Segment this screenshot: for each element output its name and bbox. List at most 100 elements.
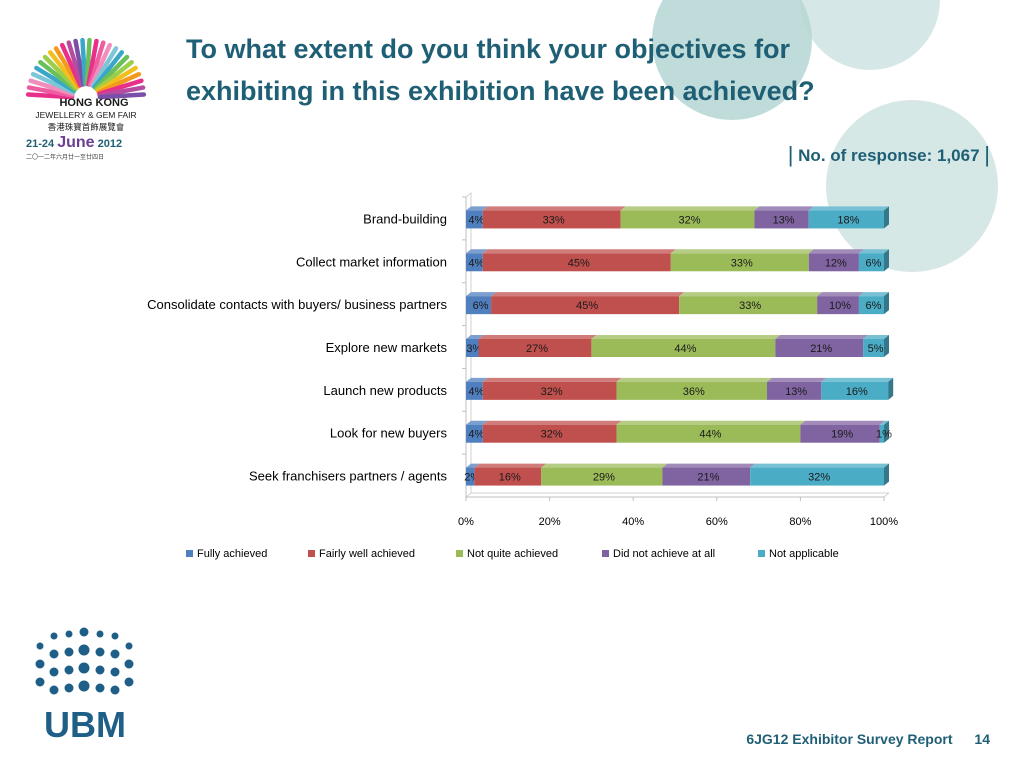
data-label: 45% [576,300,598,312]
bar-segment [662,463,756,486]
legend-swatch [456,550,463,557]
bar-side [884,335,889,357]
category-label: Look for new buyers [330,426,448,441]
data-label: 13% [785,386,807,398]
logo-date-year: 2012 [98,138,122,150]
legend-item: Fully achieved [186,548,267,560]
bar-front [863,339,884,357]
bar-segment [670,249,814,272]
bar-top [616,377,772,382]
bar-top [482,206,626,211]
bar-segment [817,292,864,315]
bar-segment [474,463,547,486]
bar-front [620,210,755,229]
fan-ray [97,78,144,97]
bar-segment [466,420,488,443]
bar-segment [879,420,889,443]
bar-segment [491,292,685,315]
bar-top [679,292,823,297]
bar-segment [466,292,497,315]
data-label: 12% [825,257,847,269]
bar-segment [620,206,760,229]
bar-segment [863,335,889,357]
bar-segment [616,420,806,443]
fan-rays-icon [25,37,147,100]
bar-front [466,296,492,315]
ubm-dot [78,662,90,674]
legend-item: Not applicable [758,548,839,560]
bar-front [858,253,884,272]
bar-front [466,381,483,400]
data-label: 44% [699,429,721,441]
bar-side [884,292,889,315]
bar-top [821,377,894,382]
fan-ray [38,59,78,92]
bar-front [817,296,859,315]
bar-top [466,463,480,468]
bar-top [879,420,889,425]
data-label: 18% [837,214,859,226]
divider-left: | [787,142,794,167]
bar-segment [766,377,827,400]
data-label: 19% [831,429,853,441]
ubm-dot [111,632,119,640]
legend-swatch [602,550,609,557]
bar-top [466,420,488,425]
bar-segment [858,249,889,272]
ubm-logo: UBM [35,627,134,745]
bar-segment [466,249,488,272]
bar-top [482,420,622,425]
bar-top [466,206,488,211]
fan-ray [93,54,130,91]
category-label: Collect market information [296,254,447,269]
data-label: 27% [526,343,548,355]
bar-front [775,339,864,357]
footer: 6JG12 Exhibitor Survey Report 14 [746,731,990,747]
ubm-dot [50,632,58,640]
fan-ray [90,46,119,89]
bar-segment [482,377,622,400]
bar-segment [821,377,894,400]
legend-label: Fully achieved [197,548,267,560]
bar-top [766,377,827,382]
bar-front [670,253,809,272]
fan-ray [30,71,76,95]
bar-front [482,424,617,443]
bar-top [620,206,760,211]
bar-top [541,463,668,468]
bar-front [466,339,479,357]
category-label: Consolidate contacts with buyers/ busine… [147,297,447,312]
bar-top [482,377,622,382]
fan-ray [34,65,77,94]
bar-segment [482,249,676,272]
bar-front [616,424,801,443]
bar-side [884,206,889,229]
data-label: 16% [499,472,521,484]
ubm-dot [35,659,45,669]
ubm-wordmark: UBM [44,704,126,745]
response-label: No. of response: 1,067 [798,146,980,165]
bar-side [888,377,894,400]
bar-top [478,335,597,339]
data-label: 6% [866,300,882,312]
bar-segment [775,335,869,357]
data-label: 16% [846,386,868,398]
data-label: 33% [543,214,565,226]
bar-top [863,335,889,339]
ubm-dot [95,665,105,675]
logo-line5: 二〇一二年六月廿一至廿四日 [26,153,104,161]
bar-segment [482,420,622,443]
bar-top [800,420,885,425]
data-label: 45% [568,257,590,269]
ubm-dot [35,677,45,687]
bar-top [775,335,869,339]
stacked-bar-chart: Brand-building 4% 33% 32% 13% 18% Collect mark… [147,191,898,560]
fan-ray [80,37,88,87]
bar-front [821,381,889,400]
bar-segment [679,292,823,315]
bar-front [466,424,483,443]
bar-front [754,210,809,229]
fan-ray [28,78,75,97]
data-label: 3% [466,343,482,355]
data-label: 21% [697,472,719,484]
